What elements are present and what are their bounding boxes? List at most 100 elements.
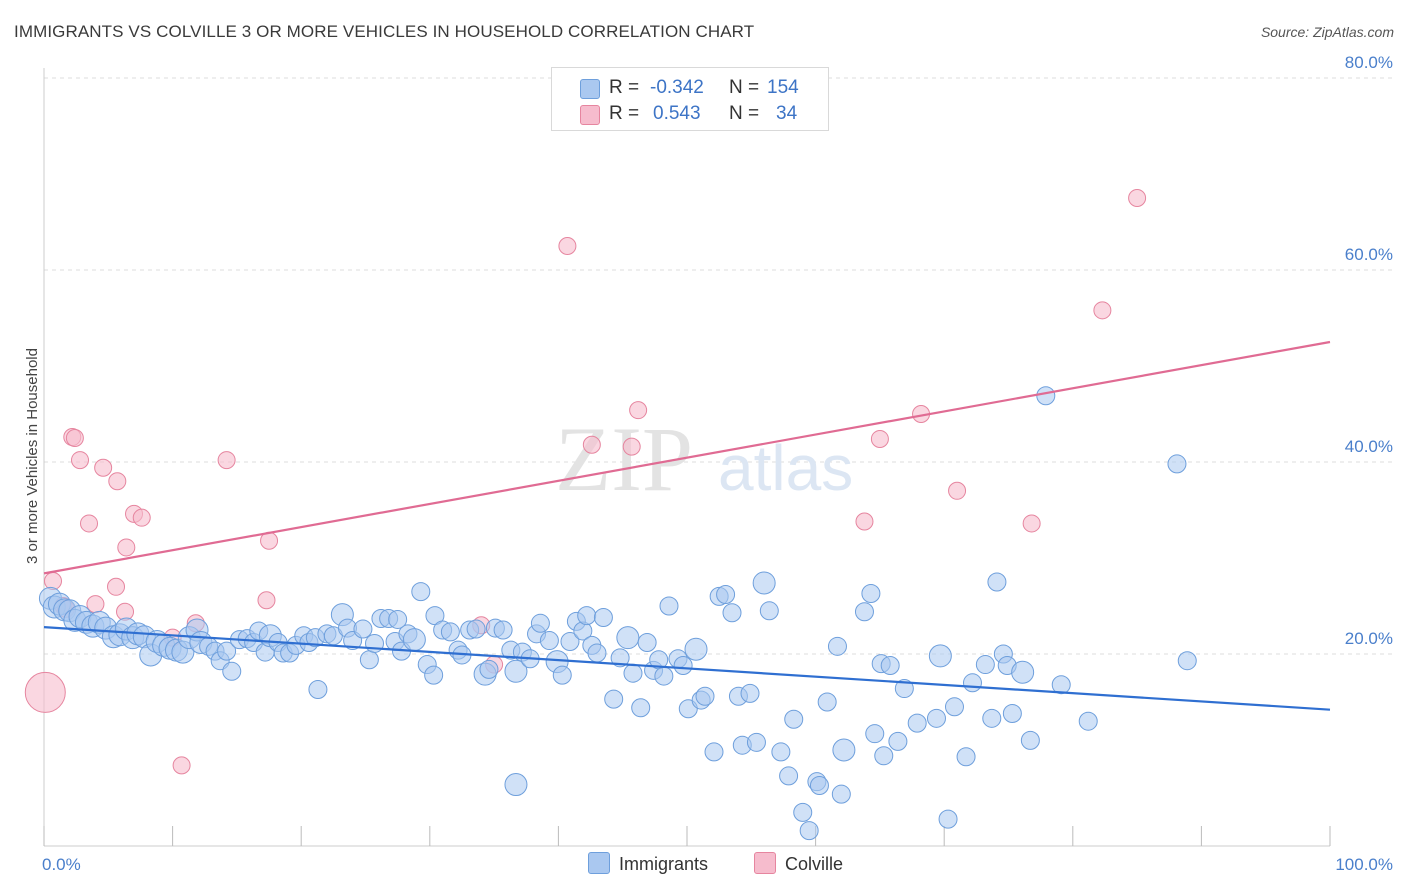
y-tick-label: 60.0% [1345,245,1393,264]
immigrants-point [907,713,927,733]
legend-row-colville: R = 0.543 N = 34 [552,102,828,128]
immigrants-point [623,663,643,683]
immigrants-point [359,650,379,670]
immigrants-point [888,731,908,751]
colville-point [1093,301,1112,320]
grid-lines [44,77,1392,655]
colville-point [217,451,236,470]
immigrants-point [752,571,776,595]
axes [43,68,1331,847]
immigrants-point [926,708,946,728]
immigrants-point [604,689,624,709]
immigrants-point [831,784,851,804]
colville-point [86,595,105,614]
immigrants-point [530,613,550,633]
immigrants-point [962,673,982,693]
colville-point [117,538,136,557]
n-value: 154 [767,77,799,98]
immigrants-trend-line [43,626,1331,711]
immigrants-point [832,738,856,762]
immigrants-point [938,809,958,829]
immigrants-points [38,386,1197,841]
colville-points [24,189,1147,775]
immigrants-point [504,773,528,797]
immigrants-point [479,659,499,679]
colville-point [855,512,874,531]
colville-point [172,756,191,775]
colville-point [80,514,99,533]
x-tick-label-min: 0.0% [42,855,81,874]
immigrants-point [388,609,408,629]
legend-label: Colville [785,854,844,874]
immigrants-point [552,665,572,685]
immigrants-swatch [588,852,610,874]
immigrants-point [809,776,829,796]
immigrants-point [1078,711,1098,731]
immigrants-point [784,709,804,729]
immigrants-point [402,628,426,652]
immigrants-point [894,679,914,699]
colville-point [71,451,90,470]
legend-item-colville[interactable]: Colville [754,852,843,875]
immigrants-point [593,608,613,628]
immigrants-point [610,648,630,668]
immigrants-point [722,603,742,623]
y-tick-label: 20.0% [1345,629,1393,648]
immigrants-point [353,619,373,639]
immigrants-point [424,665,444,685]
immigrants-point [746,732,766,752]
trend-lines [43,340,1331,711]
legend-item-immigrants[interactable]: Immigrants [588,852,708,875]
immigrants-point [222,661,242,681]
immigrants-point [793,802,813,822]
immigrants-point [928,644,952,668]
immigrants-point [673,656,693,676]
source-label: Source: ZipAtlas.com [1260,24,1394,40]
immigrants-point [987,572,1007,592]
n-label: N = [729,103,760,124]
immigrants-point [577,606,597,626]
colville-point [1022,514,1041,533]
immigrants-point [504,659,528,683]
colville-point [94,458,113,477]
immigrants-point [1177,651,1197,671]
immigrants-point [631,698,651,718]
immigrants-point [874,746,894,766]
immigrants-point [944,697,964,717]
colville-swatch [580,105,600,125]
immigrants-point [779,766,799,786]
immigrants-point [587,643,607,663]
colville-point [948,481,967,500]
immigrants-point [827,636,847,656]
immigrants-point [975,655,995,675]
correlation-legend: R = -0.342 N = 154 R = 0.543 N = 34 [551,67,829,131]
immigrants-point [308,680,328,700]
colville-trend-line [43,340,1331,575]
y-axis-label: 3 or more Vehicles in Household [24,348,41,564]
immigrants-point [493,620,513,640]
immigrants-point [539,631,559,651]
immigrants-point [1051,675,1071,695]
immigrants-point [854,602,874,622]
colville-point [24,671,66,713]
immigrants-point [466,619,486,639]
immigrants-point [1020,730,1040,750]
immigrants-point [982,708,1002,728]
colville-point [257,591,276,610]
immigrants-point [1036,386,1056,406]
immigrants-point [654,666,674,686]
immigrants-point [817,692,837,712]
immigrants-point [440,622,460,642]
chart-title: IMMIGRANTS VS COLVILLE 3 OR MORE VEHICLE… [14,22,755,41]
immigrants-point [861,584,881,604]
immigrants-point [740,683,760,703]
immigrants-point [704,742,724,762]
immigrants-point [771,742,791,762]
r-label: R = [609,77,640,98]
immigrants-point [411,582,431,602]
immigrants-point [684,637,708,661]
immigrants-point [637,632,657,652]
legend-label: Immigrants [619,854,709,874]
r-value: 0.543 [653,103,701,124]
